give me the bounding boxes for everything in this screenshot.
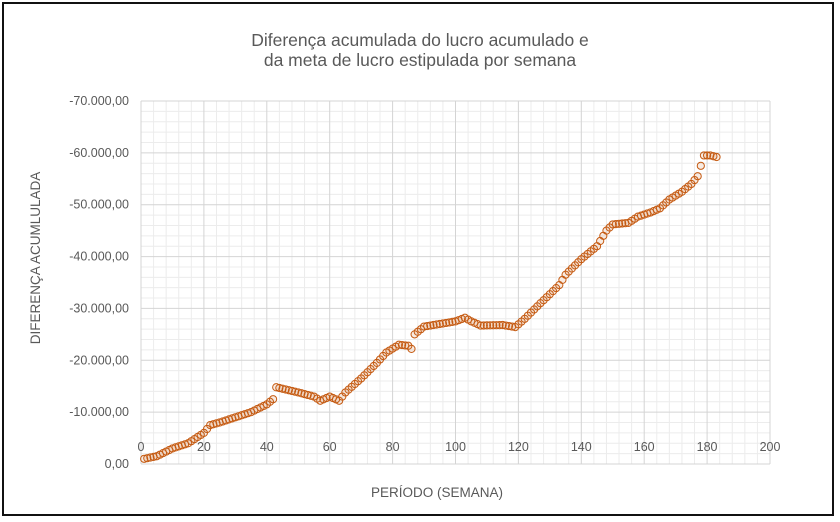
major-gridlines — [140, 100, 771, 465]
y-tick-label: -30.000,00 — [69, 301, 129, 315]
chart-title-line-2: da meta de lucro estipulada por semana — [263, 50, 577, 70]
y-tick-label: -40.000,00 — [69, 250, 129, 264]
x-tick-label: 100 — [445, 440, 466, 454]
chart-title: Diferença acumulada do lucro acumulado e… — [0, 30, 840, 70]
y-tick-label: -20.000,00 — [69, 353, 129, 367]
data-point — [712, 152, 721, 162]
y-tick-label: -60.000,00 — [69, 146, 129, 160]
y-tick-label: -10.000,00 — [69, 405, 129, 419]
data-point — [693, 172, 702, 181]
data-point — [696, 161, 705, 170]
data-point — [268, 395, 278, 404]
x-tick-label: 180 — [697, 440, 718, 454]
x-tick-label: 140 — [571, 440, 592, 454]
y-axis-tick-labels: 0,00 -10.000,00 -20.000,00 -30.000,00 -40.00… — [69, 94, 129, 471]
x-tick-label: 80 — [386, 440, 400, 454]
x-tick-label: 120 — [508, 440, 529, 454]
x-tick-label: 20 — [197, 440, 211, 454]
x-tick-label: 60 — [323, 440, 337, 454]
y-tick-label: -70.000,00 — [69, 94, 129, 108]
data-point — [407, 344, 416, 353]
x-tick-label: 40 — [260, 440, 274, 454]
x-tick-label: 160 — [634, 440, 655, 454]
y-tick-label: 0,00 — [105, 457, 129, 471]
x-tick-label: 0 — [138, 440, 145, 454]
chart-title-line-1: Diferença acumulada do lucro acumulado e — [251, 30, 589, 50]
data-points — [140, 151, 721, 463]
x-axis-tick-labels: 0 20 40 60 80 100 120 140 160 180 200 — [138, 440, 781, 454]
x-axis-title: PERÍODO (SEMANA) — [371, 485, 503, 500]
y-tick-label: -50.000,00 — [69, 198, 129, 212]
y-axis-title: DIFERENÇA ACUMLULADA — [28, 172, 43, 345]
x-tick-label: 200 — [760, 440, 781, 454]
